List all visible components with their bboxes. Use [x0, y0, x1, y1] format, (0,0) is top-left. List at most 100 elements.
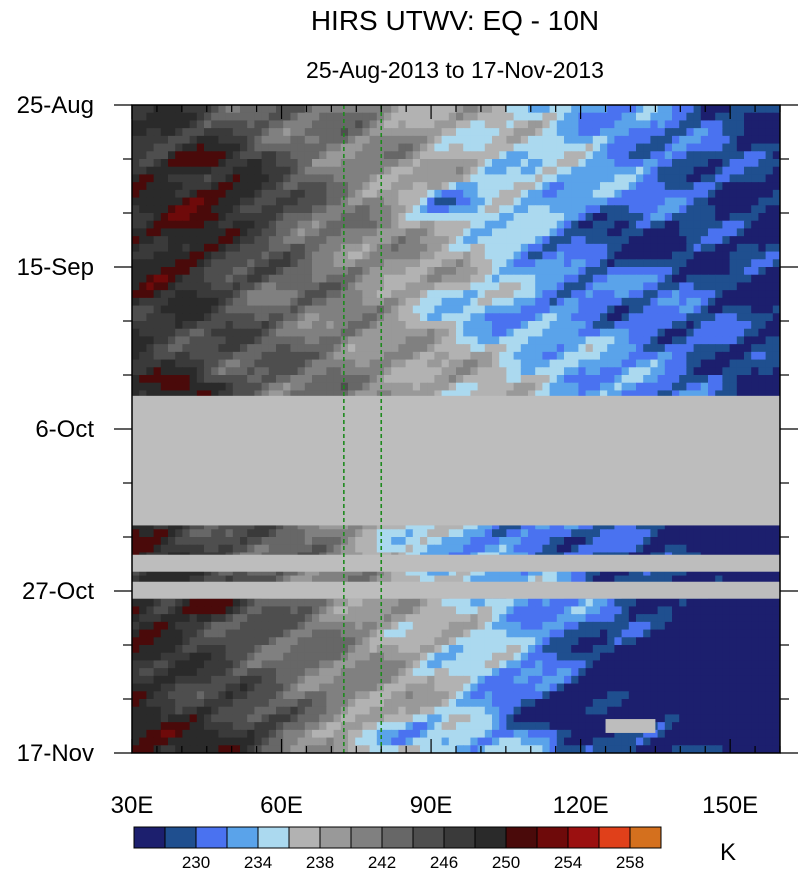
field-cell — [650, 243, 659, 253]
field-cell — [578, 336, 587, 345]
field-cell — [549, 159, 558, 168]
field-cell — [283, 243, 291, 253]
field-cell — [571, 251, 579, 260]
field-cell — [340, 336, 349, 345]
field-cell — [736, 128, 745, 137]
field-cell — [564, 367, 572, 376]
field-cell — [369, 390, 378, 399]
field-cell — [607, 321, 615, 330]
field-cell — [369, 135, 378, 145]
field-cell — [636, 351, 644, 361]
field-cell — [333, 351, 342, 361]
field-cell — [765, 143, 774, 152]
field-cell — [470, 328, 479, 338]
field-cell — [348, 236, 356, 245]
field-cell — [261, 251, 270, 260]
field-cell — [276, 321, 284, 330]
field-cell — [448, 197, 457, 206]
field-cell — [492, 267, 500, 276]
field-cell — [333, 375, 342, 384]
field-cell — [204, 159, 212, 168]
field-cell — [420, 351, 428, 361]
field-cell — [470, 112, 479, 122]
field-cell — [247, 305, 255, 314]
field-cell — [549, 344, 558, 353]
field-cell — [448, 236, 457, 245]
field-cell — [247, 313, 255, 322]
field-cell — [434, 243, 443, 253]
field-cell — [520, 174, 529, 183]
field-cell — [160, 251, 169, 260]
field-cell — [470, 120, 479, 129]
field-cell — [499, 189, 507, 199]
field-cell — [420, 313, 428, 322]
field-cell — [484, 174, 493, 183]
field-cell — [542, 189, 551, 199]
field-cell — [664, 197, 673, 206]
field-cell — [355, 189, 363, 199]
field-cell — [290, 274, 299, 284]
field-cell — [621, 128, 630, 137]
field-cell — [657, 375, 666, 384]
field-cell — [132, 159, 140, 168]
field-cell — [520, 189, 529, 199]
field-cell — [297, 351, 306, 361]
field-cell — [261, 236, 270, 245]
field-cell — [319, 189, 327, 199]
field-cell — [722, 182, 731, 191]
field-cell — [477, 243, 486, 253]
field-cell — [729, 213, 738, 222]
field-cell — [312, 274, 320, 284]
field-cell — [492, 282, 500, 291]
field-cell — [254, 351, 263, 361]
field-cell — [535, 251, 543, 260]
field-cell — [765, 213, 774, 222]
field-cell — [247, 382, 255, 392]
field-cell — [333, 112, 342, 122]
field-cell — [542, 359, 551, 368]
field-cell — [607, 189, 615, 199]
field-cell — [283, 112, 291, 122]
field-cell — [297, 189, 306, 199]
field-cell — [607, 297, 615, 307]
field-cell — [160, 236, 169, 245]
field-cell — [463, 159, 471, 168]
field-cell — [240, 367, 248, 376]
field-cell — [211, 220, 219, 230]
field-cell — [204, 236, 212, 245]
field-cell — [657, 305, 666, 314]
field-cell — [564, 189, 572, 199]
field-cell — [765, 305, 774, 314]
field-cell — [391, 382, 399, 392]
field-cell — [240, 390, 248, 399]
field-cell — [607, 267, 615, 276]
field-cell — [182, 151, 191, 160]
field-cell — [535, 521, 543, 530]
field-cell — [369, 290, 378, 299]
field-cell — [772, 251, 780, 260]
field-cell — [513, 336, 522, 345]
field-cell — [189, 151, 198, 160]
field-cell — [412, 128, 421, 137]
field-cell — [456, 182, 464, 191]
field-cell — [585, 328, 594, 338]
field-cell — [664, 274, 673, 284]
field-cell — [427, 135, 435, 145]
field-cell — [600, 128, 608, 137]
field-cell — [405, 135, 414, 145]
field-cell — [218, 290, 227, 299]
field-cell — [643, 251, 651, 260]
field-cell — [448, 359, 457, 368]
field-cell — [614, 521, 623, 530]
field-cell — [355, 128, 363, 137]
field-cell — [708, 336, 716, 345]
field-cell — [427, 213, 435, 222]
field-cell — [427, 282, 435, 291]
field-cell — [139, 220, 147, 230]
field-cell — [520, 321, 529, 330]
field-cell — [578, 112, 587, 122]
field-cell — [146, 128, 155, 137]
field-cell — [283, 359, 291, 368]
field-cell — [708, 151, 716, 160]
field-cell — [679, 205, 687, 214]
